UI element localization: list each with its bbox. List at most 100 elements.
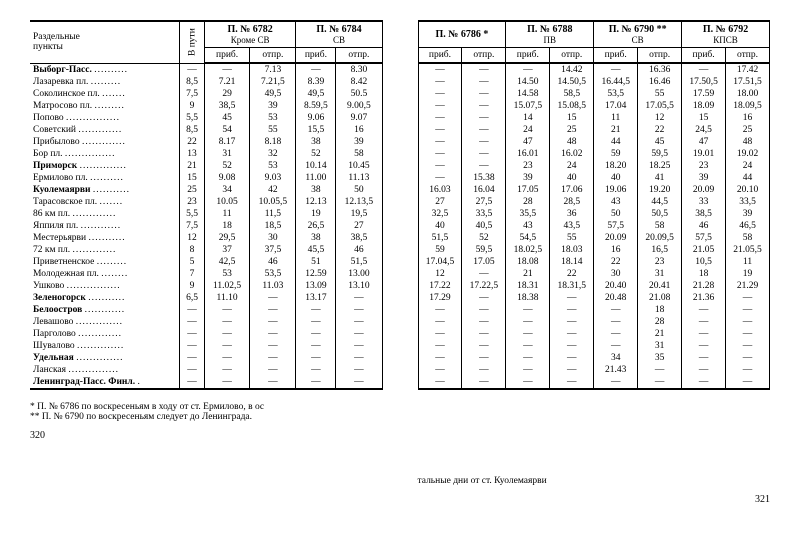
vp-cell: —: [180, 364, 205, 376]
vp-cell: 23: [180, 196, 205, 208]
otpr-label: отпр.: [550, 48, 594, 64]
table-row: 32,533,535,5365050,538,539: [418, 208, 770, 220]
station-name: 72 км пл. .............: [30, 244, 180, 256]
time-cell: 31: [638, 340, 682, 352]
station-name: Приветненское .........: [30, 256, 180, 268]
time-cell: —: [726, 304, 770, 316]
time-cell: —: [462, 268, 506, 280]
vp-cell: 21: [180, 160, 205, 172]
time-cell: —: [296, 304, 336, 316]
time-cell: —: [462, 148, 506, 160]
time-cell: 16.04: [462, 184, 506, 196]
time-cell: 28,5: [550, 196, 594, 208]
time-cell: 19: [726, 268, 770, 280]
station-name: Лазаревка пл. .........: [30, 76, 180, 88]
vp-cell: 8,5: [180, 76, 205, 88]
time-cell: 8.42: [336, 76, 382, 88]
otpr-label: отпр.: [336, 48, 382, 64]
footnotes: * П. № 6786 по воскресеньям в ходу от ст…: [30, 402, 383, 422]
time-cell: —: [594, 63, 638, 76]
time-cell: 38,5: [336, 232, 382, 244]
time-cell: 21: [506, 268, 550, 280]
time-cell: —: [336, 328, 382, 340]
time-cell: —: [462, 88, 506, 100]
time-cell: 11.03: [250, 280, 296, 292]
time-cell: 20.41: [638, 280, 682, 292]
station-name: Удельная ..............: [30, 352, 180, 364]
time-cell: 9.06: [296, 112, 336, 124]
time-cell: 42: [250, 184, 296, 196]
time-cell: 14.50: [506, 76, 550, 88]
time-cell: 18: [204, 220, 250, 232]
left-table: Раздельные пункты В пути П. № 6782 Кроме…: [30, 20, 383, 390]
time-cell: 27: [336, 220, 382, 232]
time-cell: 18.09,5: [726, 100, 770, 112]
time-cell: 25: [726, 124, 770, 136]
time-cell: 18.08: [506, 256, 550, 268]
table-row: 4040,54343,557,5584646,5: [418, 220, 770, 232]
table-row: 17.2217.22,518.3118.31,520.4020.4121.282…: [418, 280, 770, 292]
time-cell: 9.03: [250, 172, 296, 184]
time-cell: —: [418, 376, 462, 389]
time-cell: 31: [204, 148, 250, 160]
time-cell: —: [336, 376, 382, 389]
time-cell: —: [462, 352, 506, 364]
table-row: Прибылово .............228.178.183839: [30, 136, 382, 148]
vp-cell: —: [180, 328, 205, 340]
time-cell: 13.17: [296, 292, 336, 304]
time-cell: 17.05: [462, 256, 506, 268]
vp-cell: —: [180, 316, 205, 328]
time-cell: 36: [550, 208, 594, 220]
time-cell: 7.21,5: [250, 76, 296, 88]
time-cell: 43: [506, 220, 550, 232]
time-cell: —: [550, 340, 594, 352]
vp-cell: —: [180, 304, 205, 316]
table-row: —————18——: [418, 304, 770, 316]
time-cell: 7.21: [204, 76, 250, 88]
table-row: Приветненское .........542,5465151,5: [30, 256, 382, 268]
time-cell: 52: [204, 160, 250, 172]
table-row: ——232418.2018.252324: [418, 160, 770, 172]
station-name: Местерьярви ...........: [30, 232, 180, 244]
station-name: Матросово пл. .........: [30, 100, 180, 112]
time-cell: 11: [204, 208, 250, 220]
time-cell: 11,5: [250, 208, 296, 220]
time-cell: —: [506, 376, 550, 389]
time-cell: 53,5: [594, 88, 638, 100]
time-cell: 17.59: [682, 88, 726, 100]
col-vputi: В пути: [180, 21, 205, 63]
time-cell: —: [506, 328, 550, 340]
time-cell: 20.48: [594, 292, 638, 304]
time-cell: 22: [638, 124, 682, 136]
train-6784: П. № 6784 СВ: [296, 21, 382, 48]
table-row: Ланская ...............—————: [30, 364, 382, 376]
time-cell: 38: [296, 232, 336, 244]
time-cell: 21: [594, 124, 638, 136]
time-cell: 17.04: [594, 100, 638, 112]
time-cell: —: [204, 304, 250, 316]
time-cell: 32,5: [418, 208, 462, 220]
prib-label: приб.: [682, 48, 726, 64]
time-cell: 52: [296, 148, 336, 160]
otpr-label: отпр.: [250, 48, 296, 64]
time-cell: 15: [682, 112, 726, 124]
time-cell: 20.10: [726, 184, 770, 196]
table-row: Белоостров ............—————: [30, 304, 382, 316]
prib-label: приб.: [418, 48, 462, 64]
time-cell: —: [296, 316, 336, 328]
time-cell: 10,5: [682, 256, 726, 268]
vp-cell: —: [180, 352, 205, 364]
time-cell: 11: [726, 256, 770, 268]
time-cell: —: [418, 340, 462, 352]
table-row: 17.04,517.0518.0818.14222310,511: [418, 256, 770, 268]
time-cell: —: [594, 316, 638, 328]
time-cell: 18.09: [682, 100, 726, 112]
time-cell: 48: [726, 136, 770, 148]
time-cell: —: [418, 63, 462, 76]
time-cell: —: [462, 376, 506, 389]
right-page: П. № 6786 * П. № 6788 ПВ П. № 6790 ** СВ…: [418, 20, 771, 505]
vp-cell: —: [180, 63, 205, 76]
time-cell: —: [550, 352, 594, 364]
time-cell: —: [204, 328, 250, 340]
timetable-spread: Раздельные пункты В пути П. № 6782 Кроме…: [30, 20, 770, 505]
